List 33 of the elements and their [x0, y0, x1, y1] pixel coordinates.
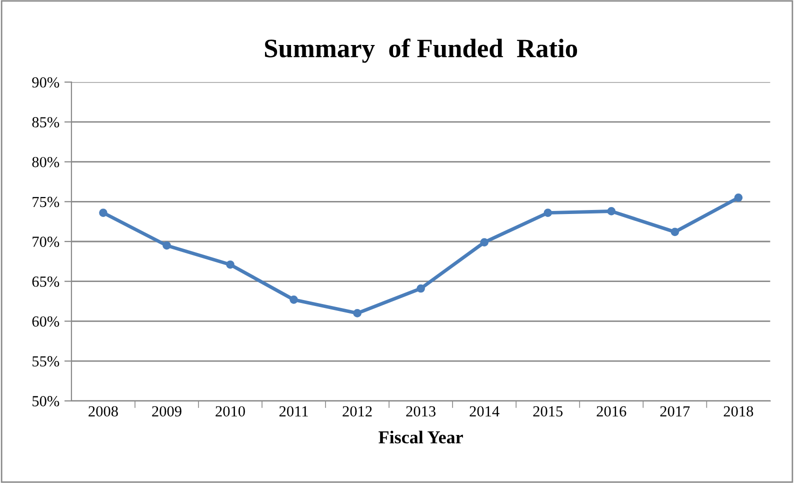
point: [480, 238, 489, 246]
point: [734, 194, 743, 202]
x-tick-label: 2009: [152, 406, 182, 417]
point: [670, 228, 680, 236]
point: [162, 241, 171, 250]
x-tick-label: 2015: [533, 406, 563, 417]
y-tick-label: 90%: [32, 77, 60, 88]
y-tick-label: 75%: [32, 196, 60, 208]
x-tick-label: 2014: [470, 406, 500, 417]
point: [416, 284, 425, 293]
x-tick-label: 2013: [406, 406, 436, 417]
y-tick-label: 80%: [32, 156, 60, 168]
y-tick-label: 55%: [32, 356, 60, 367]
y-tick-label: 85%: [32, 117, 60, 128]
y-tick-label: 70%: [32, 236, 60, 247]
point: [544, 208, 552, 217]
y-tick-label: 50%: [32, 396, 60, 406]
x-tick-label: 2008: [88, 406, 118, 417]
point: [226, 260, 234, 269]
x-axis-title: Fiscal Year: [378, 430, 463, 444]
chart-title: Summary of Funded Ratio: [264, 38, 578, 63]
x-tick-label: 2010: [216, 406, 245, 417]
y-tick-label: 60%: [32, 316, 60, 327]
point: [290, 296, 298, 304]
x-tick-label: 2012: [342, 406, 372, 417]
x-tick-label: 2016: [596, 406, 626, 417]
point: [99, 208, 108, 217]
x-tick-label: 2011: [279, 406, 308, 417]
point: [353, 309, 362, 318]
point: [607, 207, 616, 216]
y-tick-label: 65%: [32, 276, 60, 287]
x-tick-label: 2018: [724, 406, 754, 417]
x-tick-label: 2017: [660, 406, 690, 417]
